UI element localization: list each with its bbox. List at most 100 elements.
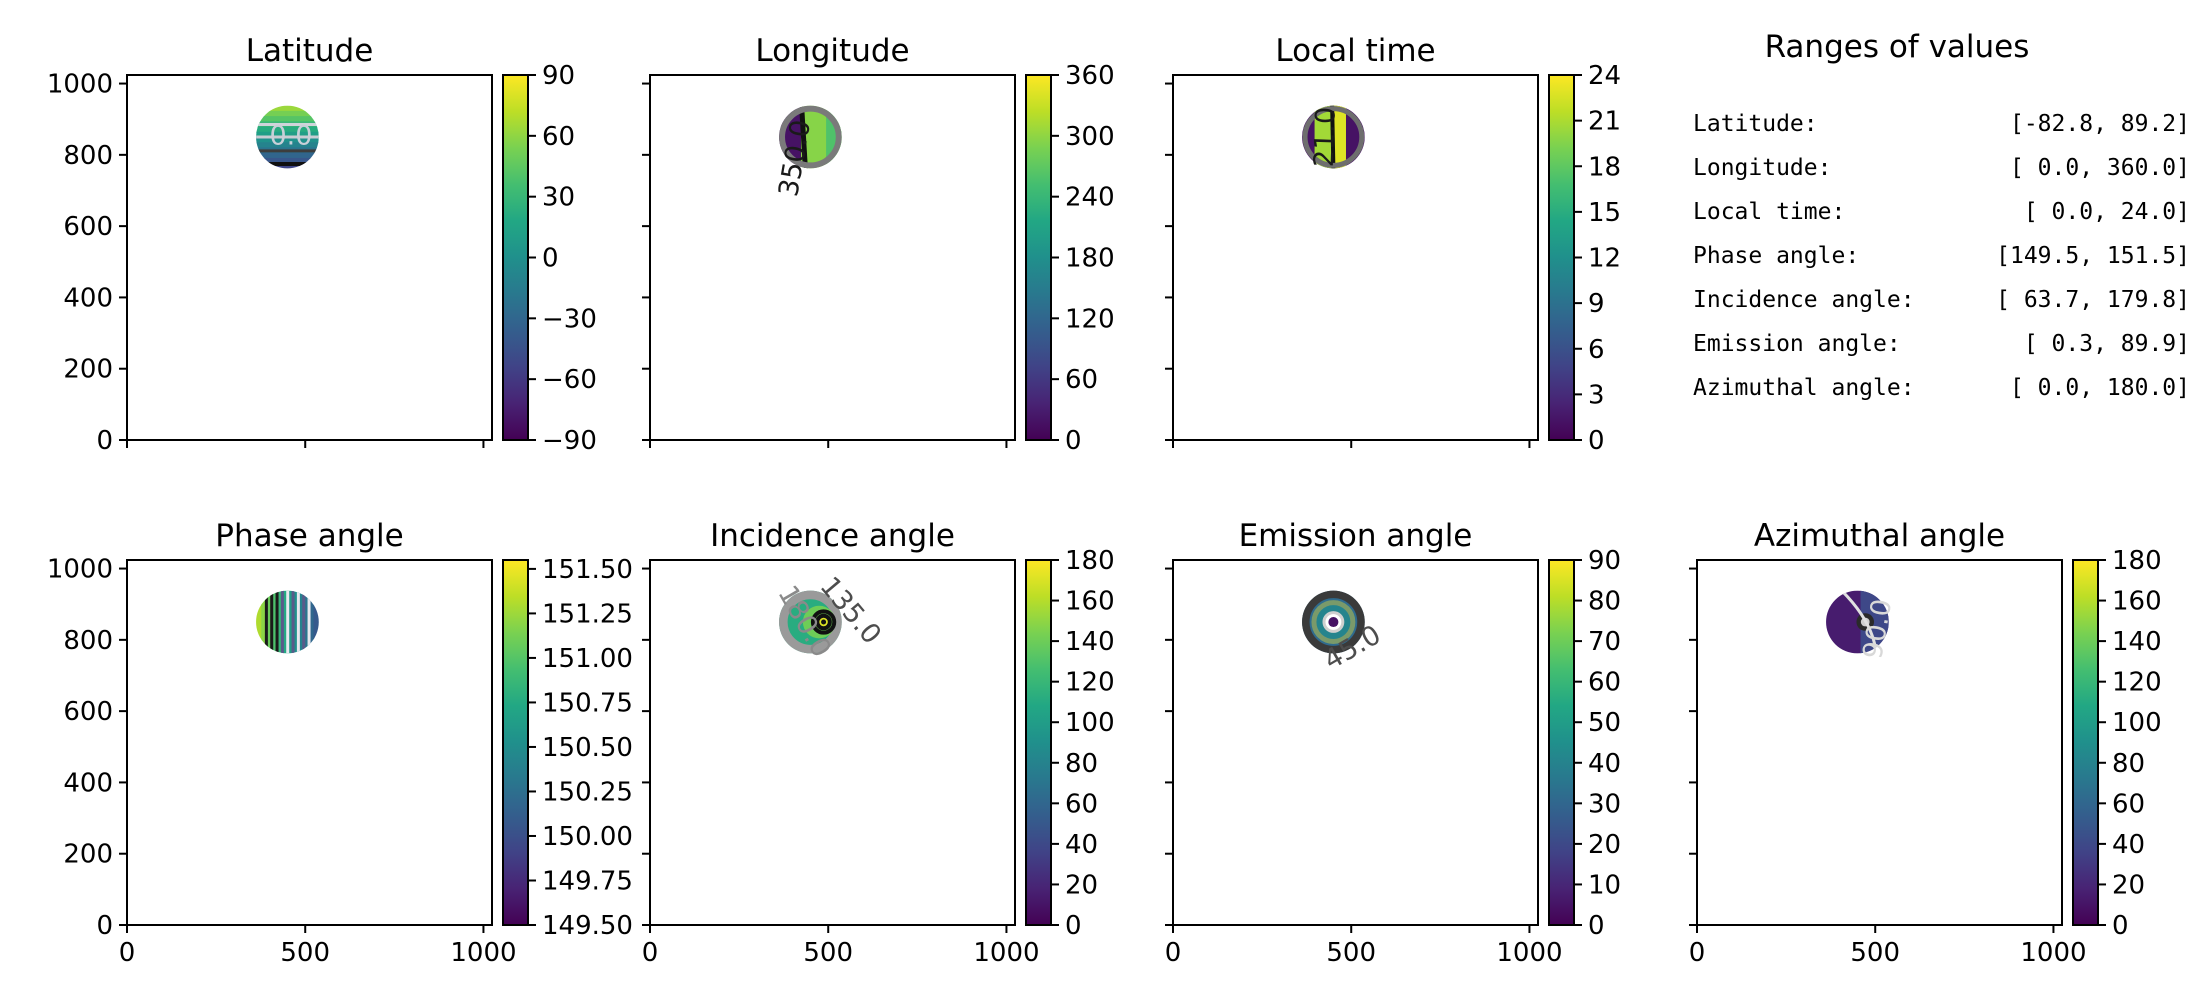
colorbar-tick-label: 40 bbox=[1065, 830, 1098, 860]
phase-stripe bbox=[292, 590, 299, 654]
colorbar bbox=[1548, 559, 1575, 926]
x-tick-label: 0 bbox=[642, 938, 659, 968]
range-row-name: Emission angle: bbox=[1693, 331, 1901, 357]
subplot-0: Latitude 0.0 0 200 400 600 800 1000 90 60 30 0 −30 −6… bbox=[47, 33, 597, 456]
contour-label: 0.0 bbox=[269, 121, 312, 152]
colorbar-tick-label: 360 bbox=[1065, 61, 1115, 91]
colorbar-tick-label: 0 bbox=[2112, 911, 2129, 941]
y-tick-label: 800 bbox=[63, 626, 113, 656]
colorbar-tick-label: −30 bbox=[542, 304, 597, 334]
y-tick-label: 800 bbox=[63, 141, 113, 171]
axes-frame bbox=[126, 74, 493, 441]
colorbar-tick-label: 140 bbox=[1065, 627, 1115, 657]
colorbar-tick-label: 21 bbox=[1588, 107, 1621, 137]
latitude-band bbox=[256, 105, 319, 112]
colorbar-tick-label: 50 bbox=[1588, 708, 1621, 738]
emission-center bbox=[1328, 617, 1339, 628]
colorbar-tick-label: 20 bbox=[1065, 870, 1098, 900]
axes-frame bbox=[1696, 559, 2063, 926]
subplot-title: Emission angle bbox=[1239, 518, 1473, 554]
phase-stripe bbox=[282, 590, 289, 654]
image-disk bbox=[1302, 105, 1365, 169]
axes-frame bbox=[1172, 74, 1539, 441]
colorbar-tick-label: 60 bbox=[2112, 789, 2145, 819]
emission-limb bbox=[1302, 590, 1365, 654]
y-tick-label: 0 bbox=[96, 911, 113, 941]
colorbar-tick-label: 160 bbox=[1065, 587, 1115, 617]
colorbar-tick-label: 120 bbox=[2112, 668, 2162, 698]
phase-stripe bbox=[308, 590, 315, 654]
colorbar bbox=[2072, 559, 2099, 926]
x-tick-label: 0 bbox=[1165, 938, 1182, 968]
colorbar-tick-label: 60 bbox=[1588, 668, 1621, 698]
colorbar-tick-label: 100 bbox=[1065, 708, 1115, 738]
image-disk bbox=[1826, 590, 1889, 654]
range-row-value: [ 0.0, 24.0] bbox=[2024, 199, 2190, 225]
phase-stripe bbox=[261, 590, 268, 654]
x-tick-label: 0 bbox=[119, 938, 136, 968]
colorbar-tick-label: 30 bbox=[1588, 789, 1621, 819]
x-tick-label: 1000 bbox=[2020, 938, 2086, 968]
colorbar-tick-label: 100 bbox=[2112, 708, 2162, 738]
x-tick-label: 500 bbox=[1326, 938, 1376, 968]
x-tick-label: 500 bbox=[280, 938, 330, 968]
range-row-value: [149.5, 151.5] bbox=[1996, 243, 2190, 269]
colorbar-tick-label: 149.75 bbox=[542, 866, 633, 896]
contour-label: 21.0 bbox=[1309, 106, 1342, 167]
colorbar-tick-label: 9 bbox=[1588, 289, 1605, 319]
x-tick-label: 1000 bbox=[1496, 938, 1562, 968]
colorbar-tick-label: 150.75 bbox=[542, 688, 633, 718]
latitude-band bbox=[256, 126, 319, 133]
range-row-value: [-82.8, 89.2] bbox=[2010, 111, 2190, 137]
latitude-band bbox=[256, 110, 319, 118]
colorbar bbox=[502, 559, 529, 926]
colorbar-tick-label: 150.00 bbox=[542, 822, 633, 852]
colorbar-tick-label: 60 bbox=[1065, 789, 1098, 819]
localtime-contour bbox=[1330, 105, 1336, 169]
colorbar-tick-label: 80 bbox=[1588, 587, 1621, 617]
subplot-title: Longitude bbox=[755, 33, 909, 69]
phase-stripe bbox=[313, 590, 319, 654]
colorbar-tick-label: 151.50 bbox=[542, 555, 633, 585]
phase-stripe bbox=[303, 590, 310, 654]
phase-stripe bbox=[287, 590, 294, 654]
y-tick-label: 200 bbox=[63, 355, 113, 385]
subplot-3: Phase angle 0 500 1000 0 200 400 600 800 1000 151.… bbox=[47, 518, 633, 968]
colorbar-tick-label: 80 bbox=[1065, 749, 1098, 779]
colorbar bbox=[1025, 559, 1052, 926]
colorbar-tick-label: 120 bbox=[1065, 304, 1115, 334]
y-tick-label: 400 bbox=[63, 283, 113, 313]
colorbar-tick-label: 60 bbox=[1065, 365, 1098, 395]
y-tick-label: 0 bbox=[96, 426, 113, 456]
colorbar-tick-label: 10 bbox=[1588, 870, 1621, 900]
longitude-contour bbox=[799, 105, 808, 169]
incidence-contour bbox=[810, 609, 837, 635]
subplot-title: Azimuthal angle bbox=[1754, 518, 2005, 554]
colorbar-tick-label: 300 bbox=[1065, 122, 1115, 152]
colorbar-tick-label: 15 bbox=[1588, 198, 1621, 228]
phase-stripe bbox=[271, 590, 278, 654]
colorbar-tick-label: 0 bbox=[542, 244, 559, 274]
colorbar-tick-label: 160 bbox=[2112, 587, 2162, 617]
x-tick-label: 1000 bbox=[973, 938, 1039, 968]
ranges-panel-title: Ranges of values bbox=[1765, 29, 2030, 65]
colorbar-tick-label: 120 bbox=[1065, 668, 1115, 698]
colorbar-tick-label: 6 bbox=[1588, 335, 1605, 365]
colorbar-tick-label: 0 bbox=[1065, 911, 1082, 941]
colorbar-tick-label: 30 bbox=[542, 183, 575, 213]
axes-frame bbox=[649, 559, 1016, 926]
axes-frame bbox=[649, 74, 1016, 441]
range-row-value: [ 0.3, 89.9] bbox=[2024, 331, 2190, 357]
colorbar-tick-label: 24 bbox=[1588, 61, 1621, 91]
latitude-band bbox=[256, 137, 319, 144]
colorbar-tick-label: 60 bbox=[542, 122, 575, 152]
colorbar-tick-label: 40 bbox=[2112, 830, 2145, 860]
colorbar-tick-label: 40 bbox=[1588, 749, 1621, 779]
colorbar bbox=[1025, 74, 1052, 441]
x-tick-label: 500 bbox=[803, 938, 853, 968]
latitude-band bbox=[256, 152, 319, 159]
colorbar-tick-label: 12 bbox=[1588, 244, 1621, 274]
subplot-title: Latitude bbox=[246, 33, 374, 69]
